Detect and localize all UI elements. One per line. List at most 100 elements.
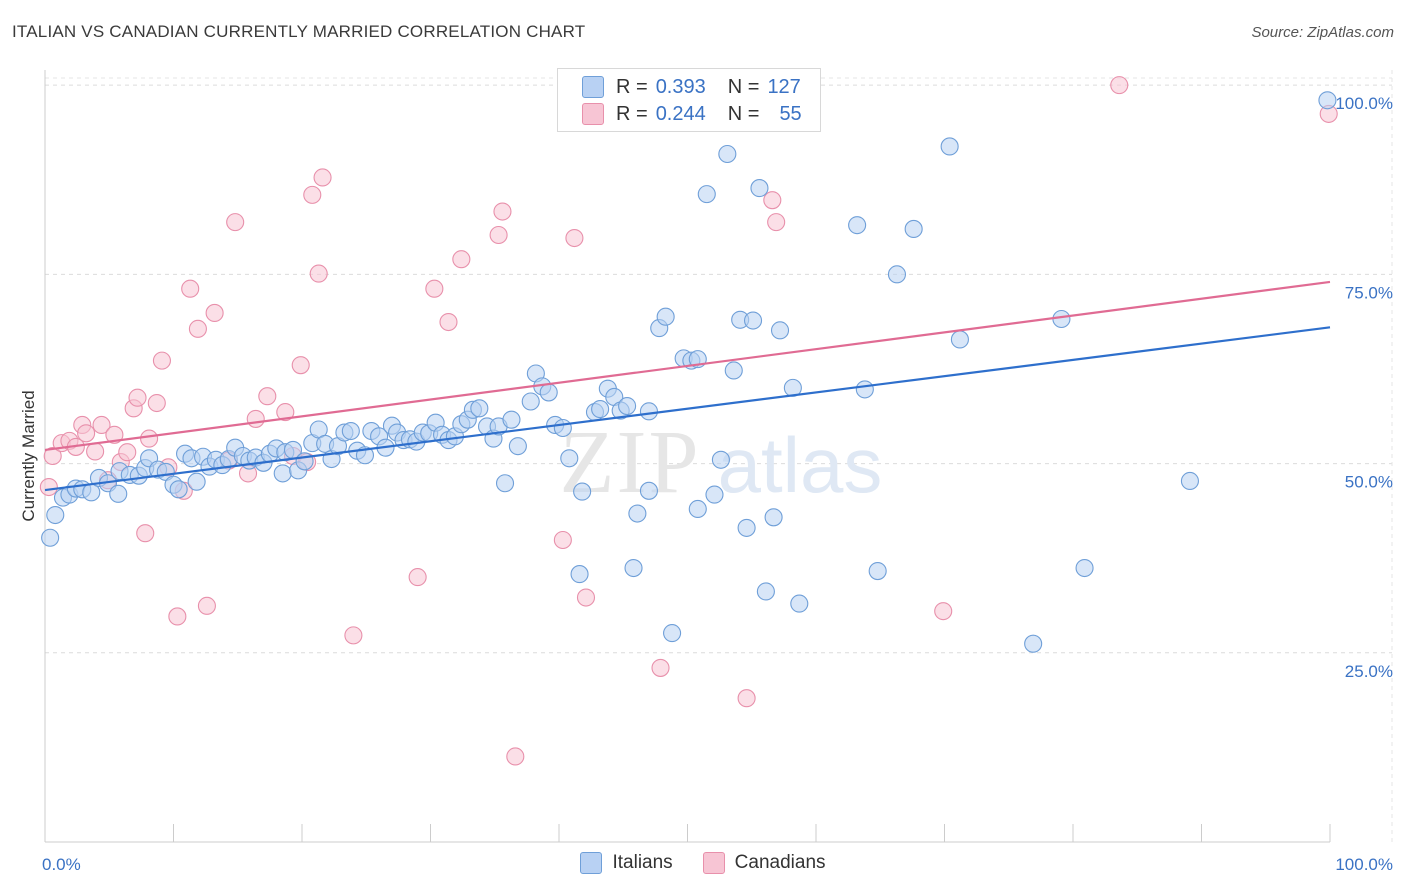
italian-point-112 xyxy=(848,216,867,235)
italian-point-79 xyxy=(570,565,589,584)
canadian-point-38 xyxy=(344,626,363,645)
italian-point-90 xyxy=(639,481,659,500)
italian-point-77 xyxy=(553,418,572,438)
canadians-n-value: 55 xyxy=(779,102,802,125)
canadian-point-53 xyxy=(934,602,953,621)
canadian-point-18 xyxy=(152,351,171,370)
canadian-point-46 xyxy=(553,530,572,550)
italian-point-72 xyxy=(521,392,540,411)
canadian-point-42 xyxy=(452,250,471,269)
italian-point-107 xyxy=(756,582,775,601)
italian-point-104 xyxy=(737,518,756,537)
watermark-atlas: atlas xyxy=(718,421,883,509)
italian-point-116 xyxy=(904,219,923,238)
canadian-point-23 xyxy=(188,319,207,338)
italians-r-value: 0.393 xyxy=(655,75,706,98)
italian-point-120 xyxy=(1052,309,1071,329)
canadian-point-7 xyxy=(86,442,105,461)
canadian-point-47 xyxy=(565,228,584,248)
canadian-point-54 xyxy=(1110,76,1129,95)
canadian-point-10 xyxy=(105,425,124,444)
italian-point-98 xyxy=(697,185,716,204)
canadian-point-6 xyxy=(77,424,96,443)
tick-labels: 25.0% 50.0% 75.0% 100.0% 0.0% 100.0% xyxy=(42,94,1393,874)
canadians-legend-label: Canadians xyxy=(734,852,826,873)
italian-point-80 xyxy=(573,482,592,501)
italian-point-97 xyxy=(688,499,707,519)
trend-lines xyxy=(44,280,1331,492)
italian-point-71 xyxy=(508,437,527,456)
italian-point-0 xyxy=(41,528,60,547)
source-label: Source: ZipAtlas.com xyxy=(1251,24,1394,41)
y-tick-label-3: 100.0% xyxy=(1335,94,1393,113)
italian-point-82 xyxy=(591,400,610,419)
italian-point-89 xyxy=(639,402,659,421)
italian-point-108 xyxy=(764,508,783,527)
italian-point-118 xyxy=(950,330,969,349)
italian-point-93 xyxy=(663,624,682,643)
italian-point-101 xyxy=(718,144,737,164)
italians-n-value: 127 xyxy=(767,75,801,98)
italian-point-99 xyxy=(705,485,724,504)
italian-point-122 xyxy=(1180,471,1199,491)
italian-point-9 xyxy=(109,484,128,503)
italian-point-119 xyxy=(1024,634,1043,653)
canadian-point-8 xyxy=(92,415,111,435)
canadian-point-20 xyxy=(168,607,187,626)
canadian-point-51 xyxy=(763,191,782,210)
y-tick-label-1: 50.0% xyxy=(1345,473,1393,492)
r-label: R = xyxy=(616,102,648,125)
canadian-point-27 xyxy=(226,213,245,232)
italian-point-123 xyxy=(1318,91,1337,110)
y-tick-label-0: 25.0% xyxy=(1345,662,1393,681)
italian-point-121 xyxy=(1075,558,1094,578)
italian-point-86 xyxy=(618,396,637,416)
italian-point-117 xyxy=(940,137,959,156)
canadian-point-1 xyxy=(43,446,62,466)
x-tick-label-1: 100.0% xyxy=(1335,855,1393,874)
italian-point-100 xyxy=(711,450,730,469)
canadians-swatch xyxy=(582,103,604,125)
italian-point-88 xyxy=(628,504,647,523)
canadian-point-16 xyxy=(140,429,159,448)
canadian-point-22 xyxy=(181,279,200,298)
canadian-point-14 xyxy=(128,388,147,407)
italian-point-34 xyxy=(273,464,292,483)
canadian-point-25 xyxy=(205,303,224,323)
canadian-point-17 xyxy=(147,393,166,413)
italian-point-113 xyxy=(855,380,874,399)
italian-point-21 xyxy=(187,472,206,491)
canadians-legend-swatch xyxy=(702,852,725,874)
legend-row-canadians: R = 0.244 N = 55 xyxy=(582,100,802,128)
italian-point-45 xyxy=(341,421,360,441)
canadian-point-48 xyxy=(576,588,596,607)
italian-trend-line xyxy=(44,326,1331,492)
italian-point-1 xyxy=(46,505,65,525)
canadian-point-0 xyxy=(39,477,58,497)
canadian-point-50 xyxy=(737,689,756,708)
canadian-point-12 xyxy=(118,443,137,462)
italian-point-92 xyxy=(656,307,675,326)
canadians-r-value: 0.244 xyxy=(655,102,706,125)
canadian-point-40 xyxy=(425,279,444,298)
legend-item-canadians[interactable]: Canadians xyxy=(702,852,826,874)
canadian-point-24 xyxy=(197,596,216,615)
italians-swatch xyxy=(582,76,604,98)
canadian-point-39 xyxy=(408,568,427,587)
canadian-trend-line xyxy=(44,280,1331,452)
italian-point-106 xyxy=(750,179,769,198)
canadian-point-52 xyxy=(767,213,786,232)
italian-point-105 xyxy=(743,311,763,330)
italian-point-18 xyxy=(169,480,188,499)
legend-item-italians[interactable]: Italians xyxy=(580,852,673,874)
italian-point-87 xyxy=(624,558,643,578)
italian-point-114 xyxy=(868,561,887,581)
italian-point-75 xyxy=(539,383,558,402)
n-label: N = xyxy=(727,75,760,98)
canadian-point-49 xyxy=(651,658,670,677)
canadian-point-45 xyxy=(506,747,525,766)
italians-legend-swatch xyxy=(580,852,603,874)
italian-point-69 xyxy=(495,474,515,493)
y-tick-label-2: 75.0% xyxy=(1345,283,1393,302)
chart-title: ITALIAN VS CANADIAN CURRENTLY MARRIED CO… xyxy=(12,22,586,41)
